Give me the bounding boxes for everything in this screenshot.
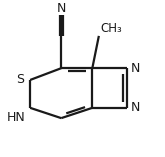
Text: N: N bbox=[131, 101, 140, 114]
Text: S: S bbox=[16, 73, 24, 87]
Text: N: N bbox=[57, 2, 66, 15]
Text: CH₃: CH₃ bbox=[100, 22, 122, 35]
Text: N: N bbox=[131, 62, 140, 75]
Text: HN: HN bbox=[6, 111, 25, 124]
